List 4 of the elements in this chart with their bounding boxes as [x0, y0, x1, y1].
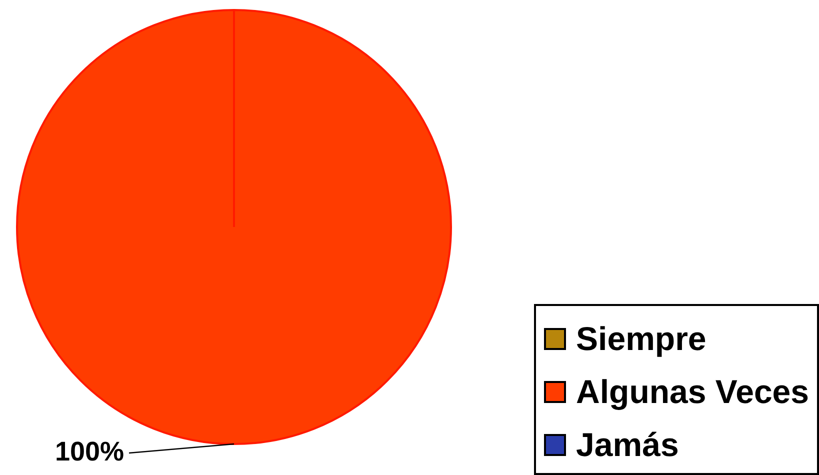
legend-label: Jamás: [576, 426, 679, 464]
legend-label: Siempre: [576, 320, 706, 358]
legend-label: Algunas Veces: [576, 372, 809, 410]
data-label: 100%: [54, 436, 124, 466]
